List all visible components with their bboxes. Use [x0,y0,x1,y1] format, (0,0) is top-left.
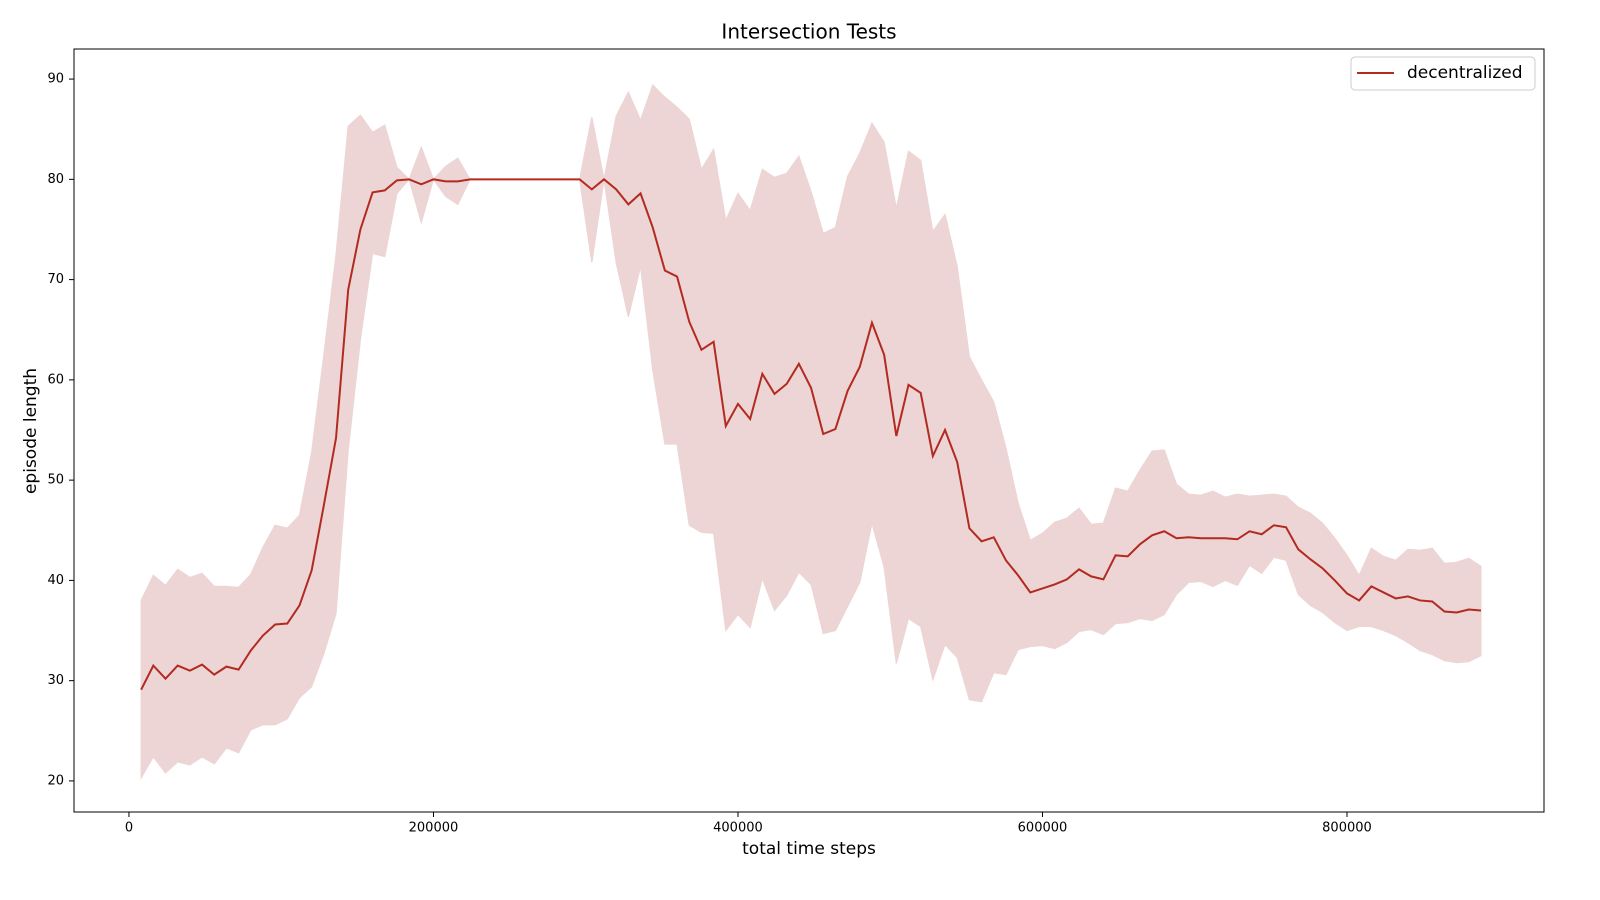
y-tick-label: 50 [47,473,64,488]
mean-line [140,178,1482,691]
y-axis-label: episode length [21,368,41,494]
y-tick-label: 90 [47,72,64,87]
confidence-band [140,83,1482,781]
x-tick-label: 400000 [713,821,763,836]
y-tick-label: 20 [47,773,64,788]
y-tick-label: 80 [47,172,64,187]
plot-frame [73,48,1545,813]
y-tick-label: 30 [47,673,64,688]
x-tick-label: 600000 [1018,821,1068,836]
y-tick-label: 60 [47,372,64,387]
y-tick-label: 40 [47,573,64,588]
y-tick-label: 70 [47,272,64,287]
x-tick-label: 800000 [1322,821,1372,836]
x-axis-label: total time steps [742,839,876,859]
x-tick-label: 0 [125,821,133,836]
legend-label: decentralized [1407,63,1523,83]
legend-box [1350,56,1536,91]
x-tick-label: 200000 [409,821,459,836]
chart-title: Intersection Tests [721,20,896,44]
